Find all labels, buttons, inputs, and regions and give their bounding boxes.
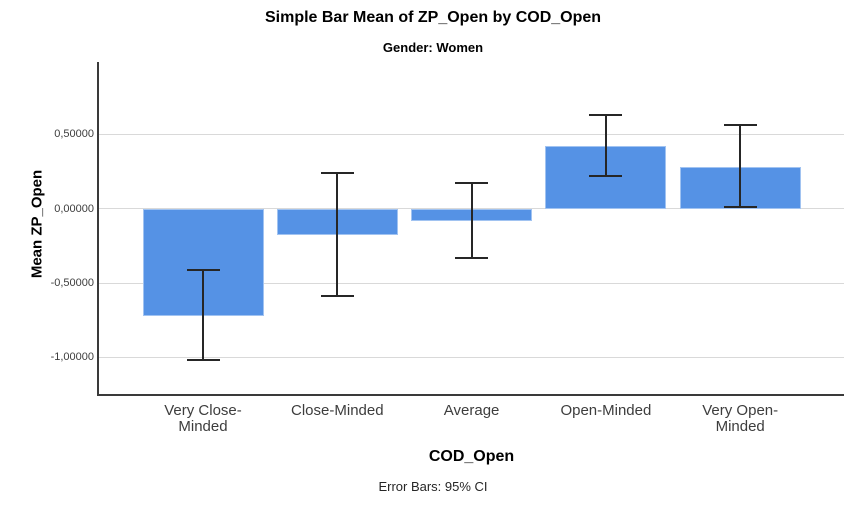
error-bar-line [202,269,204,361]
error-bar-cap [186,359,220,362]
x-tick-label: Open-Minded [560,402,652,419]
x-tick-label: Very Close- Minded [164,402,242,435]
bar [142,208,264,316]
y-tick-label: 0,00000 [54,202,94,215]
error-bar-cap [589,114,623,117]
x-axis-title: COD_Open [428,448,515,465]
error-bar-cap [320,295,354,298]
x-axis-line [97,394,844,396]
plot-area [99,62,844,394]
x-tick-label: Average [443,402,500,419]
error-bar-cap [723,124,757,127]
error-bar-cap [186,268,220,271]
x-tick-label: Very Open- Minded [702,402,779,435]
error-bar-line [336,173,339,297]
x-tick-label: Close-Minded [291,402,384,419]
error-bars-note: Error Bars: 95% CI [378,479,488,494]
error-bar-line [739,125,742,208]
gridline [99,133,844,135]
error-bar-line [604,115,607,177]
error-bar-cap [320,172,354,175]
gridline [99,282,844,284]
error-bar-cap [455,182,489,185]
chart-title: Simple Bar Mean of ZP_Open by COD_Open [264,9,602,26]
gridline [99,356,844,358]
y-tick-label: -0,50000 [50,277,94,290]
error-bar-cap [723,206,757,209]
y-tick-label: 0,50000 [54,128,94,141]
y-axis-line [97,62,99,396]
y-axis-title: Mean ZP_Open [28,169,46,279]
error-bar-cap [455,256,489,259]
y-tick-label: -1,00000 [50,351,94,364]
error-bar-line [470,183,473,258]
error-bar-cap [589,175,623,178]
chart-subtitle: Gender: Women [382,40,484,55]
